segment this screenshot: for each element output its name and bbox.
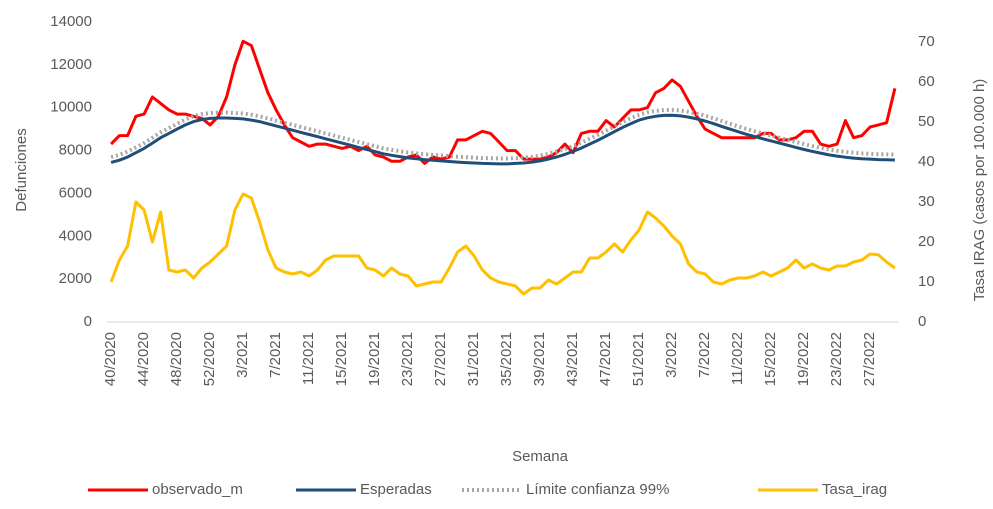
- y-tick-label: 14000: [50, 13, 92, 30]
- x-tick-label: 43/2021: [564, 332, 581, 386]
- x-tick-label: 27/2021: [432, 332, 449, 386]
- x-tick-label: 40/2020: [102, 332, 119, 386]
- y2-axis-title: Tasa IRAG (casos por 100.000 h): [971, 79, 988, 302]
- x-tick-label: 48/2020: [168, 332, 185, 386]
- y2-tick-label: 60: [918, 73, 935, 90]
- series-line: [110, 107, 895, 161]
- x-tick-label: 52/2020: [201, 332, 218, 386]
- x-tick-label: 7/2021: [267, 332, 284, 378]
- x-tick-label: 44/2020: [135, 332, 152, 386]
- y-tick-label: 4000: [59, 227, 92, 244]
- y2-tick-label: 40: [918, 153, 935, 170]
- legend-label: Límite confianza 99%: [526, 481, 669, 498]
- x-tick-label: 23/2022: [828, 332, 845, 386]
- x-tick-label: 3/2021: [234, 332, 251, 378]
- x-tick-label: 3/2022: [663, 332, 680, 378]
- x-tick-label: 27/2022: [861, 332, 878, 386]
- y2-tick-label: 70: [918, 33, 935, 50]
- y2-tick-label: 10: [918, 273, 935, 290]
- legend-label: Esperadas: [360, 481, 432, 498]
- x-tick-label: 35/2021: [498, 332, 515, 386]
- x-tick-label: 19/2021: [366, 332, 383, 386]
- x-tick-label: 31/2021: [465, 332, 482, 386]
- y-tick-label: 10000: [50, 99, 92, 116]
- x-axis-title: Semana: [512, 448, 569, 465]
- y2-tick-label: 30: [918, 193, 935, 210]
- series-line: [110, 113, 895, 166]
- x-tick-label: 11/2022: [729, 332, 746, 385]
- x-tick-label: 15/2021: [333, 332, 350, 386]
- x-tick-label: 39/2021: [531, 332, 548, 386]
- y-tick-label: 2000: [59, 270, 92, 287]
- series-line: [109, 192, 896, 296]
- legend-label: Tasa_irag: [822, 481, 887, 498]
- x-tick-label: 51/2021: [630, 332, 647, 386]
- x-tick-label: 19/2022: [795, 332, 812, 386]
- y2-tick-label: 50: [918, 113, 935, 130]
- y-tick-label: 6000: [59, 184, 92, 201]
- y-tick-label: 0: [84, 313, 92, 330]
- legend-label: observado_m: [152, 481, 243, 498]
- y-tick-label: 12000: [50, 56, 92, 73]
- y2-tick-label: 20: [918, 233, 935, 250]
- series-line: [110, 39, 897, 165]
- y-axis-title: Defunciones: [13, 128, 30, 211]
- x-tick-label: 7/2022: [696, 332, 713, 378]
- y2-tick-label: 0: [918, 313, 926, 330]
- y-tick-label: 8000: [59, 142, 92, 159]
- x-tick-label: 11/2021: [300, 332, 317, 385]
- x-tick-label: 47/2021: [597, 332, 614, 386]
- x-tick-label: 15/2022: [762, 332, 779, 386]
- x-tick-label: 23/2021: [399, 332, 416, 386]
